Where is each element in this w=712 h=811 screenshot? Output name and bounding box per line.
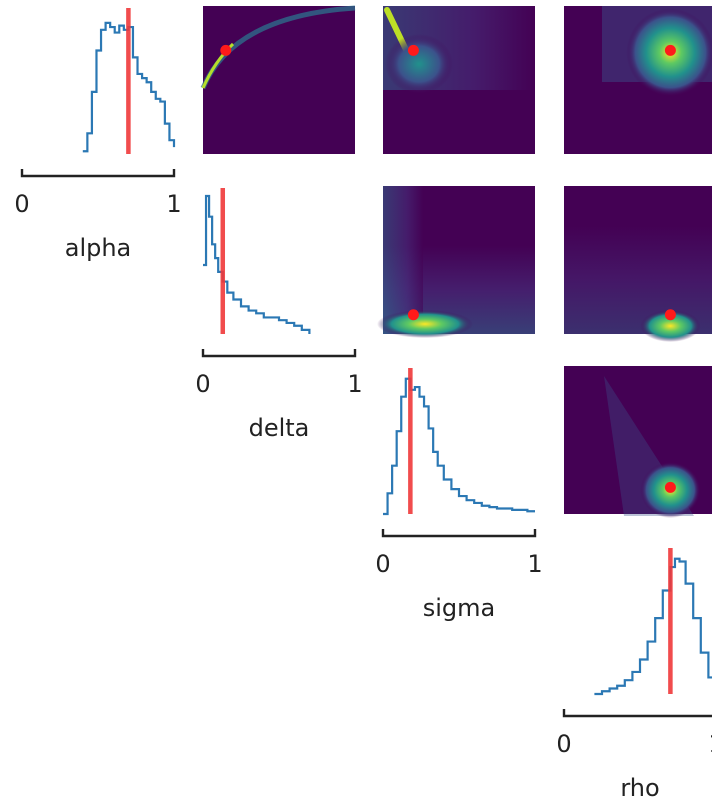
truth-point <box>664 309 676 321</box>
tick-label-sigma-max: 1 <box>527 550 542 578</box>
tick-label-alpha-max: 1 <box>166 190 181 218</box>
tick-label-rho-min: 0 <box>556 730 571 758</box>
histogram-line-rho <box>594 557 712 696</box>
truth-point <box>407 44 419 56</box>
histogram-line-delta <box>203 194 311 334</box>
density-peak <box>377 310 473 338</box>
tick-label-rho-max: 1 <box>708 730 712 758</box>
truth-point <box>220 44 232 56</box>
truth-point <box>664 481 676 493</box>
histogram-sigma: 0 1 sigma <box>375 368 543 622</box>
density-background <box>203 6 355 154</box>
truth-point <box>664 44 676 56</box>
tick-label-delta-min: 0 <box>195 370 210 398</box>
density-peak <box>640 310 701 342</box>
density-cloud <box>385 34 453 94</box>
x-axis-delta <box>201 349 357 358</box>
histogram-line-sigma <box>383 377 535 516</box>
axis-label-alpha: alpha <box>65 234 132 262</box>
axis-label-rho: rho <box>620 774 659 802</box>
density-sigma-vs-delta <box>377 186 535 338</box>
tick-label-alpha-min: 0 <box>14 190 29 218</box>
axis-label-delta: delta <box>249 414 310 442</box>
x-axis-sigma <box>381 529 537 538</box>
histogram-alpha: 0 1 alpha <box>14 8 182 262</box>
x-axis-rho <box>562 709 712 718</box>
density-band-left <box>383 186 423 334</box>
density-rho-vs-delta <box>564 186 712 342</box>
density-delta-vs-alpha <box>200 5 356 154</box>
density-sigma-vs-alpha <box>383 6 535 154</box>
histogram-delta: 0 1 delta <box>195 188 363 442</box>
x-axis-alpha <box>20 169 176 178</box>
density-rho-vs-alpha <box>564 6 712 154</box>
histogram-rho: 0 1 rho <box>556 548 712 802</box>
tick-label-delta-max: 1 <box>347 370 362 398</box>
tick-label-sigma-min: 0 <box>375 550 390 578</box>
axis-label-sigma: sigma <box>423 594 496 622</box>
truth-point <box>407 309 419 321</box>
density-rho-vs-sigma <box>564 366 712 518</box>
